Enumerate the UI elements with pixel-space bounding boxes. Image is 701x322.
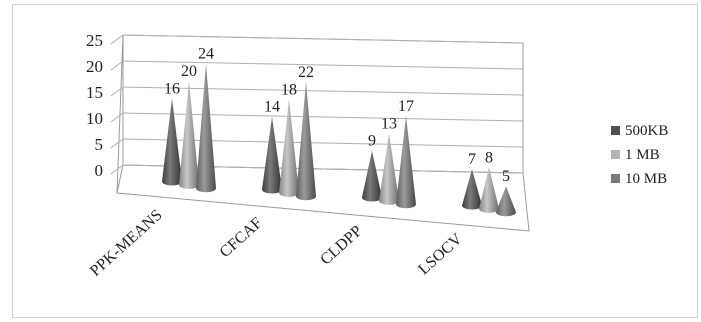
data-label: 7 xyxy=(468,151,476,168)
gridline xyxy=(122,34,524,44)
gridline-side xyxy=(110,60,124,71)
cone-lsocv-1mb xyxy=(479,167,499,213)
gridline xyxy=(122,112,524,122)
x-category-label: PPK-MEANS xyxy=(87,207,166,280)
y-tick-label: 5 xyxy=(95,135,104,154)
x-category-label: CLDPP xyxy=(317,222,365,268)
y-axis: 0 5 10 15 20 25 xyxy=(86,31,103,180)
cone-ppk-means-10mb xyxy=(196,63,217,193)
data-label: 17 xyxy=(398,98,414,115)
data-label: 20 xyxy=(181,63,197,80)
data-label: 8 xyxy=(485,149,493,166)
legend-swatch xyxy=(611,150,620,159)
data-label: 13 xyxy=(381,115,397,132)
legend-label: 10 MB xyxy=(625,171,667,187)
cone-ppk-means-1mb xyxy=(179,80,199,189)
legend-swatch xyxy=(611,174,620,183)
cone-lsocv-500kb xyxy=(462,169,482,210)
cone-cfcaf-500kb xyxy=(262,116,282,194)
data-label: 24 xyxy=(198,45,214,62)
data-label: 14 xyxy=(264,99,280,116)
legend: 500KB 1 MB 10 MB xyxy=(611,123,668,187)
chart-frame: 0 5 10 15 20 25 16 20 24 14 18 22 9 13 17 7 8 5 PPK-MEAN… xyxy=(12,4,698,318)
gridline-side xyxy=(110,112,124,123)
cone-lsocv-10mb xyxy=(496,186,516,217)
cone-cldpp-10mb xyxy=(396,115,416,209)
legend-label: 500KB xyxy=(625,123,668,139)
cone-cldpp-1mb xyxy=(379,133,399,205)
cone-cfcaf-10mb xyxy=(296,81,316,201)
gridline-side xyxy=(110,34,124,45)
gridline xyxy=(122,86,524,96)
y-tick-label: 10 xyxy=(86,109,103,128)
cone-cldpp-500kb xyxy=(362,150,382,202)
gridline-side xyxy=(110,86,124,97)
data-label: 22 xyxy=(298,64,314,81)
y-tick-label: 15 xyxy=(86,83,103,102)
gridline-side xyxy=(110,138,124,149)
y-tick-label: 20 xyxy=(86,57,103,76)
data-label: 16 xyxy=(164,80,180,97)
legend-swatch xyxy=(611,126,620,135)
cone-ppk-means-500kb xyxy=(162,98,182,186)
gridline-side xyxy=(110,164,124,175)
x-category-label: CFCAF xyxy=(217,214,266,261)
x-axis: PPK-MEANS CFCAF CLDPP LSOCV xyxy=(87,207,466,280)
y-tick-label: 0 xyxy=(95,161,104,180)
data-label: 5 xyxy=(502,168,510,185)
legend-label: 1 MB xyxy=(625,147,660,163)
data-label: 9 xyxy=(368,133,376,150)
y-tick-label: 25 xyxy=(86,31,103,50)
x-category-label: LSOCV xyxy=(415,230,466,278)
cone-cfcaf-1mb xyxy=(279,99,299,197)
gridline xyxy=(122,60,524,70)
data-label: 18 xyxy=(281,81,297,98)
